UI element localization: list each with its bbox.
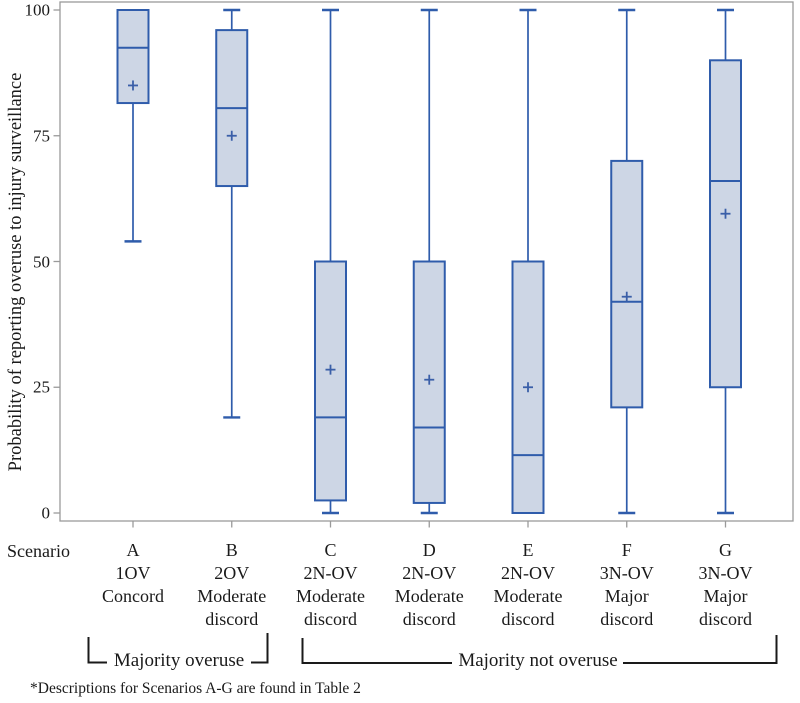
x-axis-label: Scenario [7,541,70,561]
group-bracket-A-B [87,637,107,664]
category-description: Moderate discord [493,586,563,629]
y-tick-label-0: 0 [41,503,51,523]
category-code: 3N-OV [698,563,753,583]
box-C [314,260,347,502]
footnote: *Descriptions for Scenarios A-G are foun… [30,680,361,697]
y-tick-label-50: 50 [33,252,50,271]
category-letter: E [522,540,534,560]
category-label-A: A 1OV Concord [85,539,181,608]
category-letter: A [126,540,140,560]
category-description: Major discord [600,586,654,629]
category-code: 2N-OV [402,563,457,583]
y-tick-label-25: 25 [33,377,50,397]
category-letter: D [422,540,436,560]
group-bracket-C-G [301,638,452,664]
group-bracket-A-B [251,633,269,664]
category-code: 2N-OV [303,563,358,583]
category-label-G: G 3N-OV Major discord [678,539,774,631]
category-label-F: F 3N-OV Major discord [579,539,675,631]
y-tick-label-100: 100 [24,0,51,20]
category-description: Concord [102,586,164,606]
category-letter: F [621,540,632,560]
category-label-B: B 2OV Moderate discord [184,539,280,631]
category-letter: B [225,540,238,560]
category-label-E: E 2N-OV Moderate discord [480,539,576,631]
box-G [709,59,742,389]
category-label-D: D 2N-OV Moderate discord [381,539,477,631]
category-code: 1OV [115,563,151,583]
group-bracket-label-majority-not-overuse: Majority not overuse [458,650,618,671]
box-F [610,159,644,409]
category-code: 2N-OV [501,563,555,583]
category-code: 2OV [214,563,250,583]
group-bracket-C-G [623,635,778,664]
y-tick-label-75: 75 [33,126,50,146]
category-letter: C [324,540,337,560]
category-description: Moderate discord [296,586,365,629]
category-description: Moderate discord [394,586,464,629]
category-code: 3N-OV [599,563,654,583]
y-axis-title: Probability of reporting overuse to inju… [6,72,26,472]
category-description: Major discord [699,586,752,629]
category-letter: G [719,540,732,560]
category-description: Moderate discord [197,586,267,629]
group-bracket-label-majority-overuse: Majority overuse [113,650,245,671]
category-label-C: C 2N-OV Moderate discord [283,539,379,631]
